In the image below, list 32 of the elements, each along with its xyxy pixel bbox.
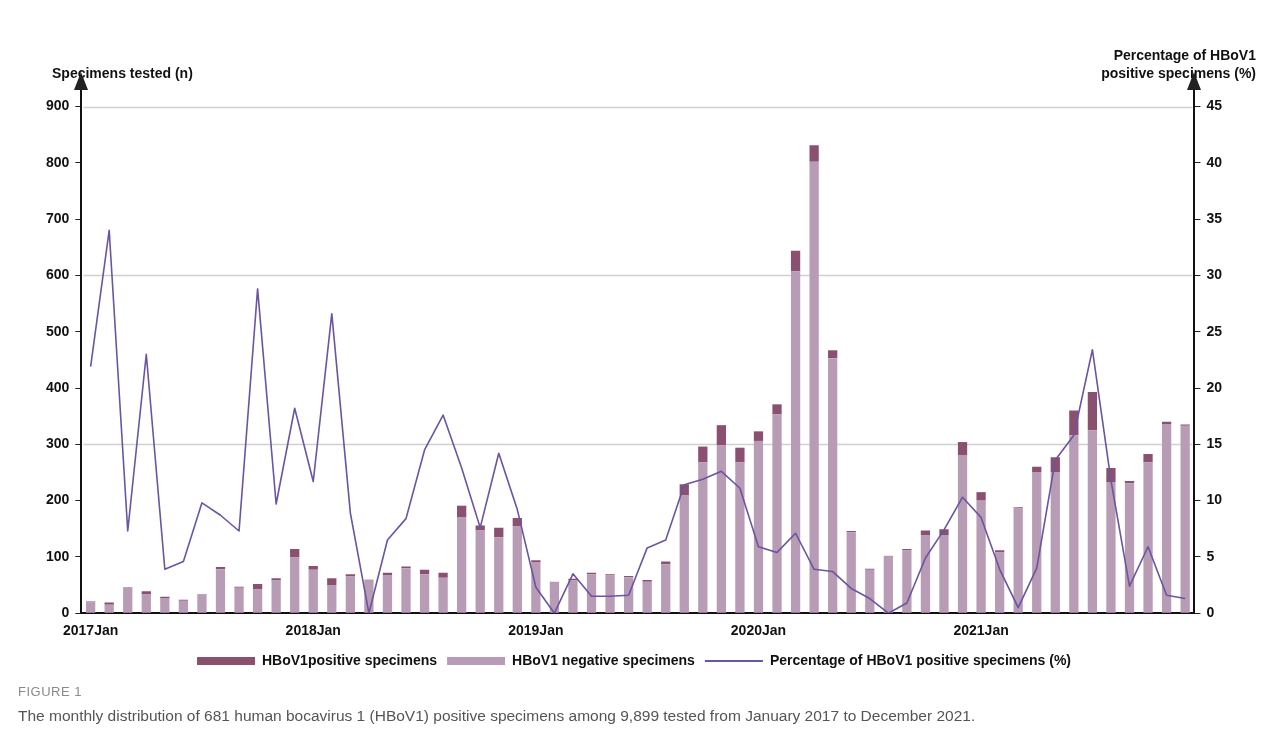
y2-tick-label: 20 <box>1206 378 1223 395</box>
text: The monthly distribution of 681 human bocavirus 1 (HBoV1) positive specimens among 9,899 tested from January 2017 to December 2021. <box>18 707 977 725</box>
legend-label: HBoV1 negative specimens <box>512 651 696 668</box>
y-tick-label: 500 <box>46 322 70 339</box>
y2-tick-label: 0 <box>1206 604 1215 621</box>
legend-label: HBoV1positive specimens <box>262 651 438 668</box>
y-tick-label: 800 <box>46 153 70 170</box>
x-tick-label: 2017Jan <box>62 622 119 639</box>
caption: FIGURE 1 <box>18 684 83 699</box>
x-tick-label: 2021Jan <box>953 622 1009 639</box>
y-tick-label: 0 <box>61 604 70 621</box>
y-tick-label: 700 <box>46 209 70 226</box>
x-tick-label: 2020Jan <box>730 622 787 639</box>
y2-tick-label: 15 <box>1206 435 1223 452</box>
legend-label: Percentage of HBoV1 positive specimens (%) <box>769 651 1071 668</box>
y2-tick-label: 10 <box>1206 491 1223 508</box>
y-tick-label: 300 <box>46 435 70 452</box>
y2-tick-label: 5 <box>1206 547 1215 564</box>
y2-tick-label: 45 <box>1206 97 1223 114</box>
y-tick-label: 600 <box>46 266 70 283</box>
y-tick-label: 100 <box>46 547 70 564</box>
y-tick-label: 900 <box>46 97 70 114</box>
y-tick-label: 400 <box>46 378 70 395</box>
y2-axis-title: Percentage of HBoV1 positive specimens (%) <box>1101 47 1257 81</box>
y2-tick-label: 35 <box>1206 209 1223 226</box>
x-tick-label: 2018Jan <box>285 622 341 639</box>
x-tick-label: 2019Jan <box>508 622 564 639</box>
y-axis-title: Specimens tested (n) <box>52 65 193 81</box>
y-tick-label: 200 <box>46 491 70 508</box>
y2-tick-label: 40 <box>1206 153 1223 170</box>
y2-tick-label: 30 <box>1206 266 1223 283</box>
y2-tick-label: 25 <box>1206 322 1223 339</box>
